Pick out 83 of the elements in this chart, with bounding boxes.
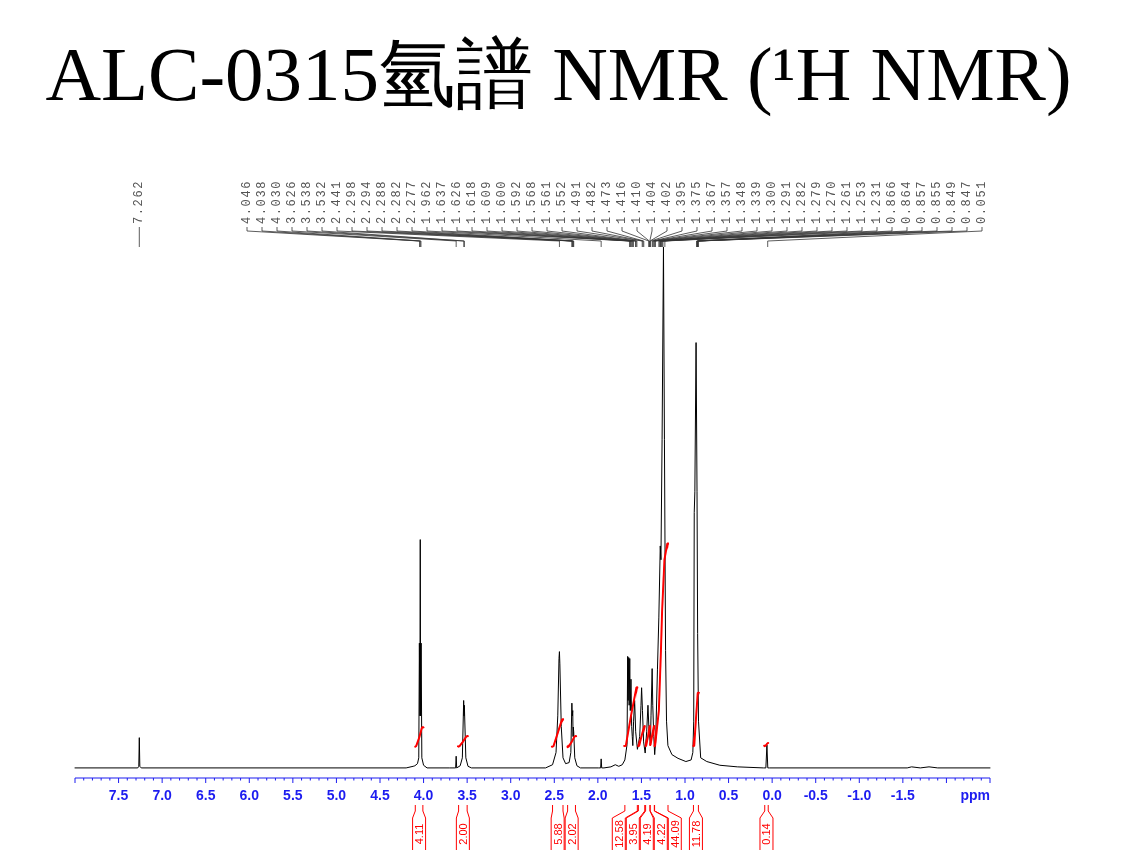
text: 4.22: [654, 823, 667, 845]
x-tick-label: -0.5: [803, 787, 828, 803]
annotation: 1.231: [870, 179, 884, 224]
annotation: 1.367: [705, 179, 719, 224]
x-tick-label: 5.5: [283, 787, 303, 803]
annotation: 0.849: [945, 179, 959, 224]
x-tick-label: 1.5: [631, 787, 652, 803]
annotation: 1.416: [615, 179, 629, 224]
text: 0.14: [760, 823, 773, 845]
x-tick-label: 6.5: [195, 787, 216, 803]
annotation: 7.262: [132, 179, 147, 224]
x-tick-label: 3.0: [500, 787, 521, 803]
annotation: 1.410: [630, 179, 644, 224]
text: 2.00: [456, 823, 469, 845]
annotation: 1.395: [675, 179, 689, 224]
x-axis-title: ppm: [960, 787, 990, 803]
annotation: 1.270: [825, 179, 839, 224]
annotation: 2.282: [390, 179, 404, 224]
annotation: 3.532: [315, 179, 329, 224]
annotation: 2.277: [405, 179, 419, 224]
x-tick-label: 2.0: [588, 787, 608, 803]
text: 44.09: [668, 820, 681, 848]
annotation: 2.288: [375, 179, 389, 224]
annotation: 1.375: [690, 179, 704, 224]
text: 12.58: [612, 820, 625, 848]
annotation: 1.637: [435, 179, 449, 224]
x-tick-label: -1.5: [890, 787, 916, 803]
annotation: 2.441: [330, 179, 344, 224]
annotation: 0.847: [960, 179, 974, 224]
annotation: 1.279: [810, 179, 824, 224]
x-tick-label: 3.5: [457, 787, 478, 803]
annotation: 1.592: [510, 179, 524, 224]
text: 11.78: [689, 820, 702, 848]
annotation: 1.253: [855, 179, 869, 224]
annotation: 1.402: [660, 179, 674, 224]
annotation: 1.357: [720, 179, 734, 224]
annotation: 4.030: [270, 179, 284, 224]
annotation: 1.626: [450, 179, 464, 224]
annotation: 1.561: [540, 179, 554, 224]
text: 4.19: [640, 823, 653, 845]
annotation: 3.538: [300, 179, 314, 224]
chart-title: ALC-0315氫譜 NMR (¹H NMR): [45, 31, 1072, 117]
annotation: 0.855: [930, 179, 944, 224]
annotation: 1.300: [765, 179, 779, 224]
x-tick-label: -1.0: [847, 787, 872, 803]
annotation: 1.600: [495, 179, 509, 224]
x-tick-label: 0.5: [718, 787, 739, 803]
annotation: 1.348: [735, 179, 749, 224]
annotation: 0.857: [915, 179, 929, 224]
annotation: 1.609: [480, 179, 494, 224]
x-tick-label: 4.5: [370, 787, 390, 803]
annotation: 4.046: [240, 179, 254, 224]
x-tick-label: 4.0: [413, 787, 434, 803]
annotation: 2.294: [360, 179, 374, 224]
annotation: 2.298: [345, 179, 359, 224]
annotation: 1.618: [465, 179, 479, 224]
text: 2.02: [565, 823, 578, 845]
annotation: 0.864: [900, 179, 914, 224]
x-tick-label: 0.0: [762, 787, 783, 803]
x-tick-label: 7.5: [108, 787, 129, 803]
annotation: 1.261: [840, 179, 854, 224]
x-tick-label: 7.0: [152, 787, 173, 803]
annotation: 1.282: [795, 179, 809, 224]
x-tick-label: 6.0: [239, 787, 260, 803]
annotation: 1.552: [555, 179, 569, 224]
annotation: 1.491: [570, 179, 584, 224]
annotation: 0.051: [975, 179, 989, 224]
x-tick-label: 1.0: [675, 787, 695, 803]
annotation: 1.482: [585, 179, 599, 224]
annotation: 1.568: [525, 179, 539, 224]
annotation: 1.962: [420, 179, 434, 224]
annotation: 1.339: [750, 179, 764, 224]
annotation: 4.038: [255, 179, 269, 224]
x-tick-label: 2.5: [544, 787, 565, 803]
annotation: 1.404: [645, 179, 659, 224]
annotation: 3.626: [285, 179, 299, 224]
annotation: 1.473: [600, 179, 614, 224]
text: 5.88: [551, 823, 564, 845]
annotation: 0.866: [885, 179, 899, 224]
text: 3.95: [626, 823, 639, 845]
text: 4.11: [413, 823, 426, 845]
x-tick-label: 5.0: [326, 787, 347, 803]
annotation: 1.291: [780, 179, 794, 224]
